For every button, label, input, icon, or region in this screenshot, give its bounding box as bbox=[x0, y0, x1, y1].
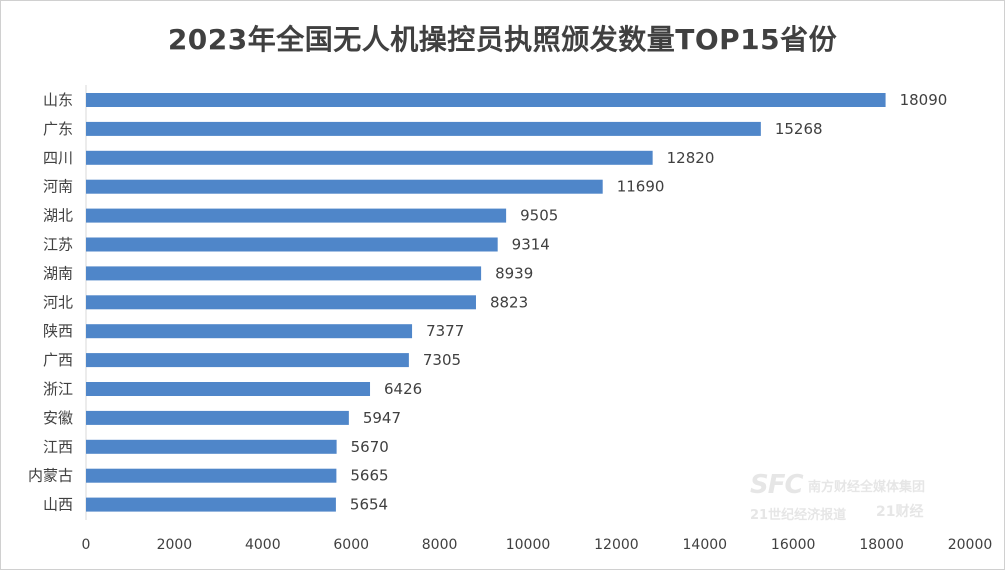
category-label: 陕西 bbox=[43, 322, 73, 340]
category-label: 内蒙古 bbox=[28, 467, 73, 485]
bar bbox=[86, 353, 409, 368]
bar bbox=[86, 468, 337, 483]
data-label: 18090 bbox=[900, 91, 948, 109]
bar bbox=[86, 208, 507, 223]
x-tick-label: 6000 bbox=[333, 537, 369, 553]
bar bbox=[86, 237, 498, 252]
x-tick-label: 10000 bbox=[506, 537, 551, 553]
category-label: 河北 bbox=[43, 293, 73, 311]
data-label: 5654 bbox=[350, 496, 388, 514]
x-tick-label: 4000 bbox=[245, 537, 281, 553]
category-label: 广东 bbox=[43, 120, 73, 138]
chart-title: 2023年全国无人机操控员执照颁发数量TOP15省份 bbox=[167, 23, 838, 56]
category-label: 湖南 bbox=[43, 264, 73, 282]
bar bbox=[86, 324, 413, 339]
data-label: 5670 bbox=[351, 438, 389, 456]
x-tick-label: 0 bbox=[82, 537, 91, 553]
watermark-org-name: 南方财经全媒体集团 bbox=[808, 480, 926, 495]
x-tick-label: 20000 bbox=[948, 537, 993, 553]
category-label: 广西 bbox=[43, 351, 73, 369]
data-label: 6426 bbox=[384, 380, 422, 398]
bar bbox=[86, 382, 371, 396]
bar bbox=[86, 93, 886, 107]
category-label: 山东 bbox=[43, 91, 73, 109]
watermark-newspaper-name: 21世纪经济报道 bbox=[750, 508, 847, 523]
data-label: 15268 bbox=[775, 120, 823, 138]
category-label: 河南 bbox=[43, 178, 73, 196]
x-tick-label: 18000 bbox=[859, 537, 904, 553]
watermark-badge: 21财经 bbox=[876, 504, 924, 520]
watermark-sfc-logo: SFC bbox=[750, 470, 804, 500]
bar bbox=[86, 150, 653, 165]
x-tick-label: 14000 bbox=[683, 537, 728, 553]
data-label: 7305 bbox=[423, 351, 461, 369]
category-label: 江苏 bbox=[43, 236, 73, 254]
category-label: 四川 bbox=[43, 149, 73, 167]
bar bbox=[86, 295, 476, 310]
bar bbox=[86, 410, 349, 425]
bar bbox=[86, 121, 761, 136]
x-tick-label: 8000 bbox=[422, 537, 458, 553]
bar bbox=[86, 266, 482, 281]
category-label: 江西 bbox=[43, 438, 73, 456]
x-tick-label: 16000 bbox=[771, 537, 816, 553]
category-label: 湖北 bbox=[43, 207, 73, 225]
watermark-logo: SFC 南方财经全媒体集团 21世纪经济报道 21财经 bbox=[750, 470, 965, 530]
category-label: 浙江 bbox=[43, 380, 73, 398]
bar bbox=[86, 497, 336, 512]
data-label: 8939 bbox=[495, 264, 533, 282]
data-label: 7377 bbox=[426, 322, 464, 340]
data-label: 9314 bbox=[512, 236, 550, 254]
x-tick-label: 2000 bbox=[157, 537, 193, 553]
category-label: 山西 bbox=[43, 496, 73, 514]
bar bbox=[86, 179, 603, 194]
data-label: 5665 bbox=[350, 467, 388, 485]
x-tick-label: 12000 bbox=[594, 537, 639, 553]
data-label: 5947 bbox=[363, 409, 401, 427]
data-label: 8823 bbox=[490, 293, 528, 311]
category-label: 安徽 bbox=[43, 409, 73, 427]
data-label: 12820 bbox=[667, 149, 715, 167]
data-label: 9505 bbox=[520, 207, 558, 225]
bar bbox=[86, 439, 337, 454]
data-label: 11690 bbox=[617, 178, 665, 196]
